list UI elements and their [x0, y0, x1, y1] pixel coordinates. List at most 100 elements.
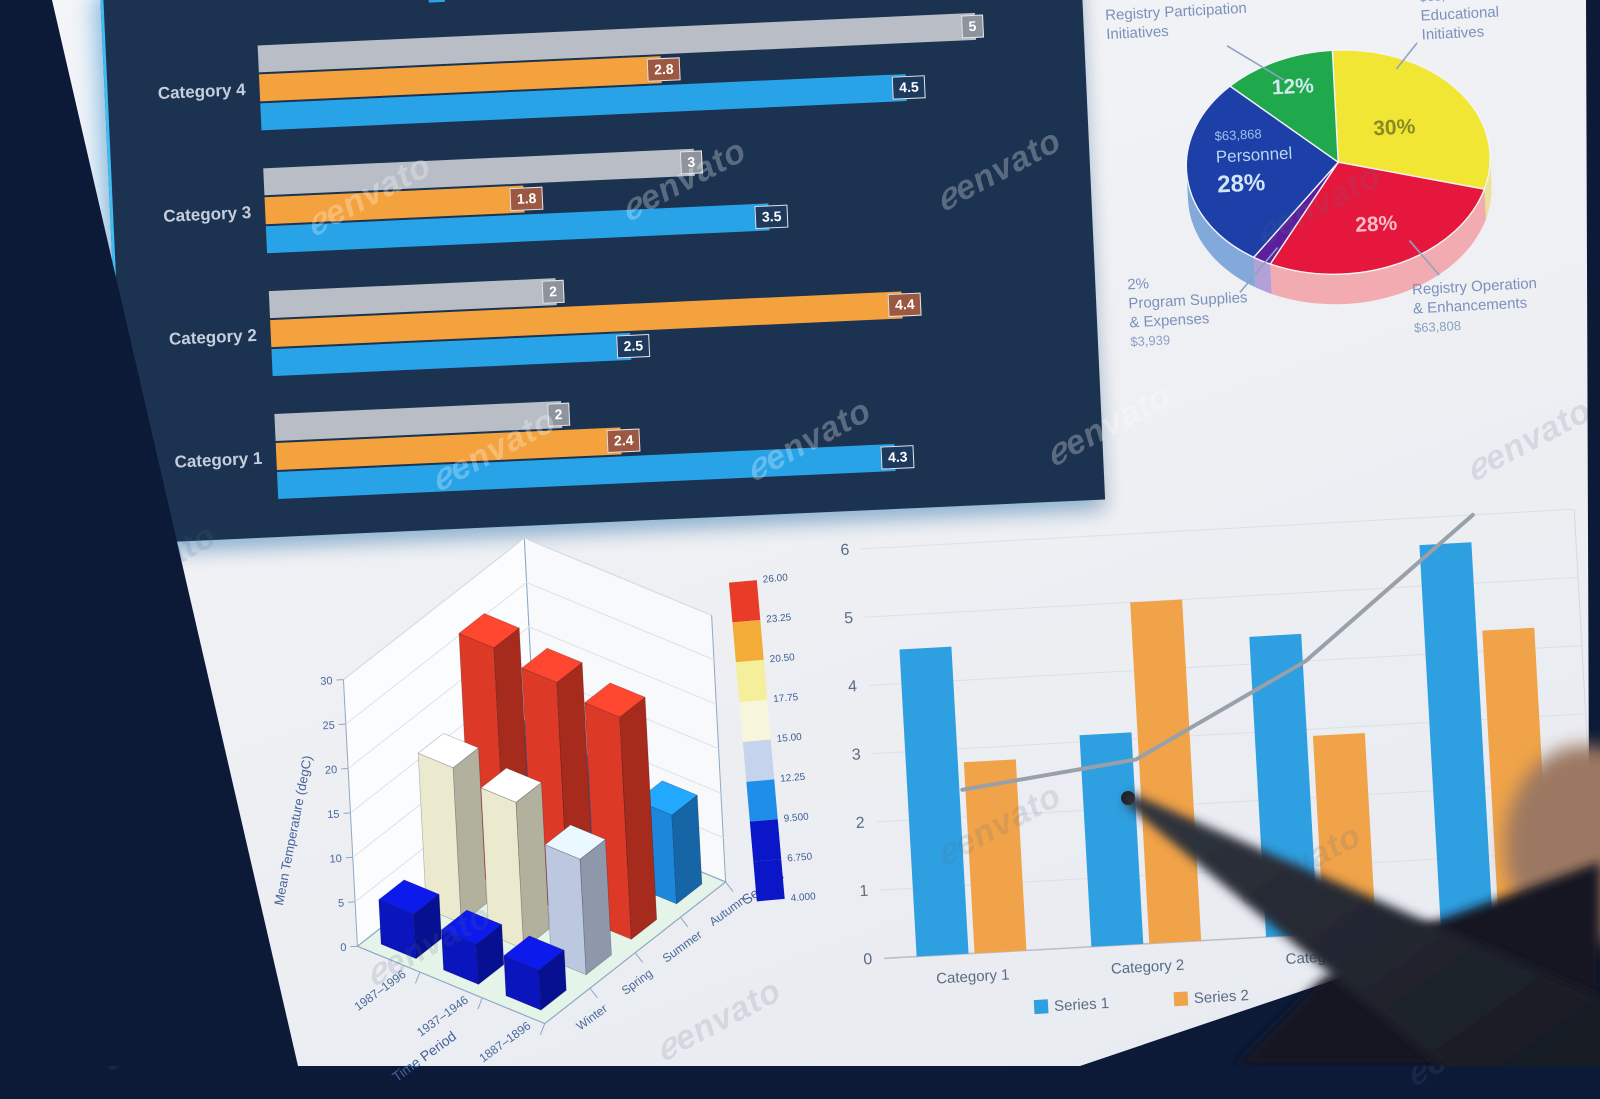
colorbar-label: 4.000	[790, 889, 843, 904]
value-badge: 5	[961, 15, 984, 39]
3d-bar-chart-svg: 0510152025301987–19961937–19461887–1896W…	[218, 506, 807, 1095]
y-category-label: Spring	[619, 966, 655, 998]
z-tick-label: 10	[329, 853, 342, 866]
legend-label: Series 2	[1193, 987, 1249, 1007]
colorbar-label: 20.50	[769, 650, 822, 665]
column-bar	[1313, 733, 1376, 934]
column-bar	[1130, 600, 1201, 944]
legend-swatch	[1034, 999, 1049, 1014]
legend-label: Series 3	[1354, 978, 1410, 998]
x-category-label: 1887–1896	[477, 1018, 534, 1065]
z-tick-label: 20	[325, 764, 338, 777]
bar-group: Category 4 5 2.8 4.5	[106, 10, 1053, 140]
pie-pct-label: 28%	[1355, 212, 1399, 237]
category-label: Category 1	[123, 415, 265, 508]
column-bar	[1249, 634, 1318, 937]
column-line-chart: 0 1 2 3 4 5 6 Category 1 Category 2 Category 3 Ser…	[801, 471, 1600, 1064]
legend-item-1: Series 1	[428, 0, 514, 4]
z-tick-label: 30	[320, 675, 333, 688]
category-label: Category 3	[111, 169, 253, 262]
pie-pct-label: 12%	[1271, 74, 1315, 99]
y-tick-label: 3	[851, 746, 861, 763]
colorbar-label: 6.750	[787, 849, 840, 864]
x-category-label: Category 1	[936, 966, 1010, 987]
value-badge: 2	[547, 403, 570, 427]
value-badge: 3	[680, 150, 703, 174]
category-label: Category 4	[106, 46, 248, 139]
z-tick-label: 5	[338, 897, 345, 909]
y-tick	[635, 952, 643, 962]
bar-group: Category 2 2 4.4 2.5	[117, 255, 1064, 385]
watermark: ℯenvato	[94, 980, 233, 1080]
value-badge: 2.4	[606, 428, 640, 452]
y-tick-label: 2	[855, 815, 865, 832]
y-tick	[590, 988, 598, 998]
colorbar-label: 9.500	[783, 809, 836, 824]
bar-group: Category 1 2 2.4 4.3	[123, 378, 1070, 508]
y-category-label: Summer	[660, 927, 705, 965]
colorbar-cell	[750, 819, 781, 861]
pie-label-educational: $68,464EducationalInitiatives	[1419, 0, 1500, 45]
value-badge: 4.3	[880, 445, 914, 469]
pie-personnel-pct: 28%	[1217, 169, 1266, 198]
column-line-chart-svg: 0 1 2 3 4 5 6 Category 1 Category 2 Category 3 Ser…	[801, 471, 1600, 1064]
value-badge: 2.5	[616, 334, 650, 358]
category-label: Category 2	[117, 292, 259, 385]
value-badge: 2.8	[647, 57, 681, 81]
x-tick	[477, 998, 483, 1009]
colorbar-label: 12.25	[780, 769, 833, 784]
pie-personnel-value: $63,868	[1214, 126, 1262, 143]
x-category-label: Category 2	[1110, 957, 1184, 978]
photographed-dashboard: { "watermark": { "glyph": "ℯ", "text": "…	[0, 0, 1600, 1066]
colorbar-cell	[732, 620, 763, 662]
colorbar-label: 15.00	[776, 730, 829, 745]
monitor-screen: Series 1 Series 2 Series 3 Category 4 5 2.8 4…	[0, 0, 1600, 1066]
colorbar-label: 23.25	[766, 610, 819, 625]
column-bar	[1482, 628, 1550, 924]
value-badge: 4.4	[888, 293, 922, 317]
pie-personnel-label: Personnel	[1215, 144, 1292, 167]
colorbar-cell	[743, 740, 774, 782]
y-tick-label: 6	[840, 542, 850, 559]
y-tick-label: 1	[859, 883, 869, 900]
colorbar-cell	[736, 660, 767, 702]
x-tick	[415, 972, 421, 983]
colorbar-cell	[746, 779, 777, 821]
x-category-label: Category 3	[1285, 947, 1359, 968]
legend-line-swatch	[1323, 989, 1349, 990]
colorbar-label: 17.75	[773, 690, 826, 705]
series3-line	[949, 515, 1487, 790]
legend-swatch	[428, 0, 445, 3]
y-tick-label: 5	[844, 610, 854, 627]
y-tick	[726, 882, 734, 892]
y-tick	[680, 917, 688, 927]
pie-pct-label: 30%	[1373, 115, 1417, 140]
y-tick-label: 4	[848, 678, 858, 695]
x-tick	[540, 1024, 546, 1035]
colorbar-cell	[753, 859, 784, 901]
value-badge: 4.5	[892, 75, 926, 99]
z-axis-title: Mean Temperature (degC)	[271, 754, 315, 906]
legend-label: Series 1	[452, 0, 514, 3]
column-bar	[1419, 542, 1492, 927]
colorbar-cell	[729, 580, 760, 622]
pie-label-program-supplies: 2%Program Supplies& Expenses$3,939	[1127, 269, 1250, 351]
y-category-label: Winter	[574, 1001, 610, 1033]
legend-label: Series 1	[1054, 995, 1110, 1015]
value-badge: 3.5	[754, 205, 788, 229]
pie-label-registry-operation: Registry Operation& Enhancements$63,808	[1412, 274, 1540, 337]
legend-swatch	[1174, 991, 1189, 1006]
colorbar-cell	[739, 700, 770, 742]
x-category-label: 1987–1996	[352, 967, 409, 1014]
value-badge: 2	[542, 280, 565, 304]
y-tick-label: 0	[863, 951, 873, 968]
z-tick-label: 15	[327, 809, 340, 822]
z-tick-label: 0	[340, 942, 347, 954]
